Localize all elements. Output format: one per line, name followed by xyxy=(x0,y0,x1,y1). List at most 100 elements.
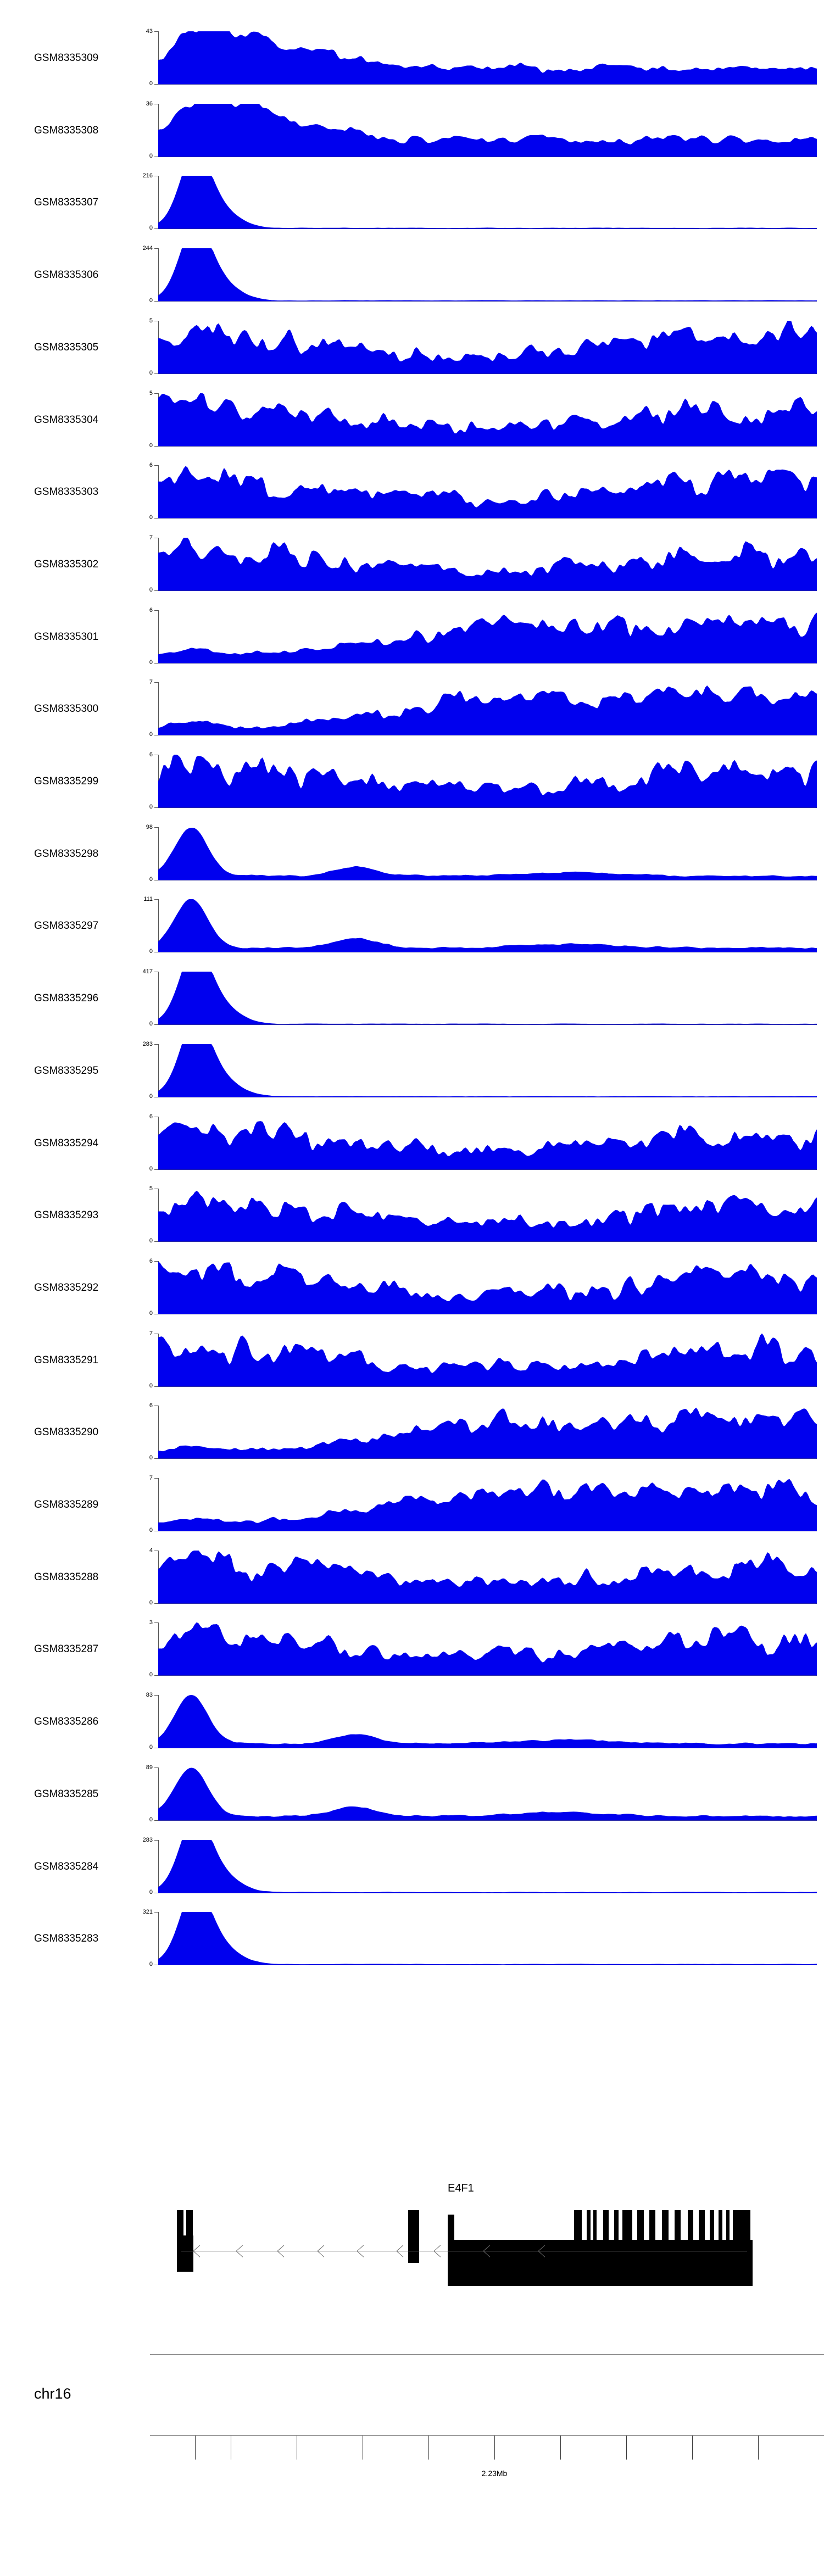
axis-tick-max xyxy=(154,899,159,900)
track-axis-max-value: 89 xyxy=(146,1764,153,1771)
track-baseline xyxy=(158,301,817,302)
track-sample-label: GSM8335292 xyxy=(34,1281,99,1293)
axis-tick-min xyxy=(154,1603,159,1604)
gene-exon-block[interactable] xyxy=(448,2240,452,2286)
gene-exon-block[interactable] xyxy=(675,2210,681,2263)
coverage-area[interactable] xyxy=(158,1839,817,1893)
axis-tick-min xyxy=(154,1169,159,1170)
gene-exon-block[interactable] xyxy=(699,2210,705,2263)
track-sample-label: GSM8335300 xyxy=(34,703,99,715)
axis-tick-min xyxy=(154,1386,159,1387)
coverage-area[interactable] xyxy=(158,1189,817,1242)
coverage-area[interactable] xyxy=(158,1333,817,1386)
coverage-area[interactable] xyxy=(158,827,817,880)
coverage-area[interactable] xyxy=(158,755,817,807)
track-axis-min-value: 0 xyxy=(149,1888,153,1895)
track-sample-label: GSM8335283 xyxy=(34,1933,99,1945)
track-axis-spine xyxy=(158,610,159,663)
track-axis-min-value: 0 xyxy=(149,1092,153,1100)
track-axis-max-value: 3 xyxy=(149,1619,153,1626)
chromosome-label: chr16 xyxy=(34,2385,71,2402)
track-axis-spine xyxy=(158,1767,159,1820)
track-axis-spine xyxy=(158,1695,159,1748)
coverage-area[interactable] xyxy=(158,1695,817,1748)
track-axis-max-value: 5 xyxy=(149,317,153,324)
gene-exon-block[interactable] xyxy=(574,2240,753,2286)
axis-tick-min xyxy=(154,590,159,591)
track-sample-label: GSM8335296 xyxy=(34,993,99,1005)
gene-exon-block[interactable] xyxy=(450,2240,574,2286)
track-axis-max-value: 7 xyxy=(149,1330,153,1337)
coverage-area[interactable] xyxy=(158,393,817,446)
coverage-area[interactable] xyxy=(158,610,817,663)
coverage-area[interactable] xyxy=(158,176,817,229)
axis-tick-max xyxy=(154,1767,159,1768)
track-axis-max-value: 5 xyxy=(149,389,153,397)
coverage-area[interactable] xyxy=(158,1767,817,1820)
track-axis-max-value: 244 xyxy=(142,245,153,252)
coverage-area[interactable] xyxy=(158,682,817,735)
coverage-area[interactable] xyxy=(158,972,817,1025)
strand-direction-arrow-icon xyxy=(396,2251,404,2257)
gene-exon-block[interactable] xyxy=(408,2210,419,2263)
gene-exon-block[interactable] xyxy=(603,2210,609,2263)
track-axis-min-value: 0 xyxy=(149,659,153,666)
track-sample-label: GSM8335295 xyxy=(34,1064,99,1077)
axis-tick-max xyxy=(154,31,159,32)
track-sample-label: GSM8335303 xyxy=(34,486,99,498)
gene-exon-block[interactable] xyxy=(593,2210,597,2263)
coverage-area[interactable] xyxy=(158,320,817,373)
coverage-area[interactable] xyxy=(158,1912,817,1965)
gene-exon-block[interactable] xyxy=(587,2210,591,2263)
gene-exon-block[interactable] xyxy=(614,2210,619,2263)
track-sample-label: GSM8335285 xyxy=(34,1788,99,1800)
strand-direction-arrow-icon xyxy=(357,2251,364,2257)
coverage-area[interactable] xyxy=(158,1622,817,1676)
axis-tick-max xyxy=(154,827,159,828)
track-axis-max-value: 98 xyxy=(146,823,153,830)
coverage-area[interactable] xyxy=(158,248,817,302)
axis-tick-max xyxy=(154,393,159,394)
track-baseline xyxy=(158,1241,817,1242)
coverage-area[interactable] xyxy=(158,1261,817,1314)
coverage-area[interactable] xyxy=(158,31,817,84)
track-baseline xyxy=(158,445,817,447)
gene-exon-block[interactable] xyxy=(719,2210,722,2263)
coverage-area[interactable] xyxy=(158,465,817,518)
gene-exon-block[interactable] xyxy=(688,2210,693,2263)
coverage-area[interactable] xyxy=(158,103,817,157)
track-axis-max-value: 6 xyxy=(149,1113,153,1120)
track-axis-min-value: 0 xyxy=(149,1165,153,1172)
track-axis-min-value: 0 xyxy=(149,1816,153,1823)
coverage-area[interactable] xyxy=(158,1550,817,1603)
track-sample-label: GSM8335302 xyxy=(34,558,99,570)
axis-tick-max xyxy=(154,1478,159,1479)
gene-exon-block[interactable] xyxy=(177,2235,193,2272)
axis-tick-max xyxy=(154,610,159,611)
track-axis-min-value: 0 xyxy=(149,1237,153,1245)
coverage-area[interactable] xyxy=(158,1044,817,1097)
strand-direction-arrow-icon xyxy=(236,2251,243,2257)
coverage-area[interactable] xyxy=(158,1478,817,1531)
track-baseline xyxy=(158,1603,817,1604)
gene-exon-block[interactable] xyxy=(726,2210,730,2263)
axis-tick-max xyxy=(154,1261,159,1262)
gene-exon-block[interactable] xyxy=(649,2210,655,2263)
gene-exon-block[interactable] xyxy=(710,2210,714,2263)
track-sample-label: GSM8335307 xyxy=(34,197,99,209)
axis-tick-min xyxy=(154,1675,159,1676)
axis-tick-max xyxy=(154,1912,159,1913)
track-baseline xyxy=(158,807,817,808)
axis-tick-min xyxy=(154,301,159,302)
coverage-area[interactable] xyxy=(158,537,817,590)
axis-tick-label: 2.23Mb xyxy=(481,2469,508,2478)
track-axis-min-value: 0 xyxy=(149,586,153,593)
coverage-area[interactable] xyxy=(158,899,817,952)
coverage-area[interactable] xyxy=(158,1117,817,1169)
track-axis-max-value: 6 xyxy=(149,606,153,614)
chromosome-axis-tick xyxy=(692,2435,693,2460)
track-axis-max-value: 111 xyxy=(143,896,153,903)
chromosome-axis-tick xyxy=(428,2435,429,2460)
axis-tick-max xyxy=(154,682,159,683)
coverage-area[interactable] xyxy=(158,1406,817,1459)
